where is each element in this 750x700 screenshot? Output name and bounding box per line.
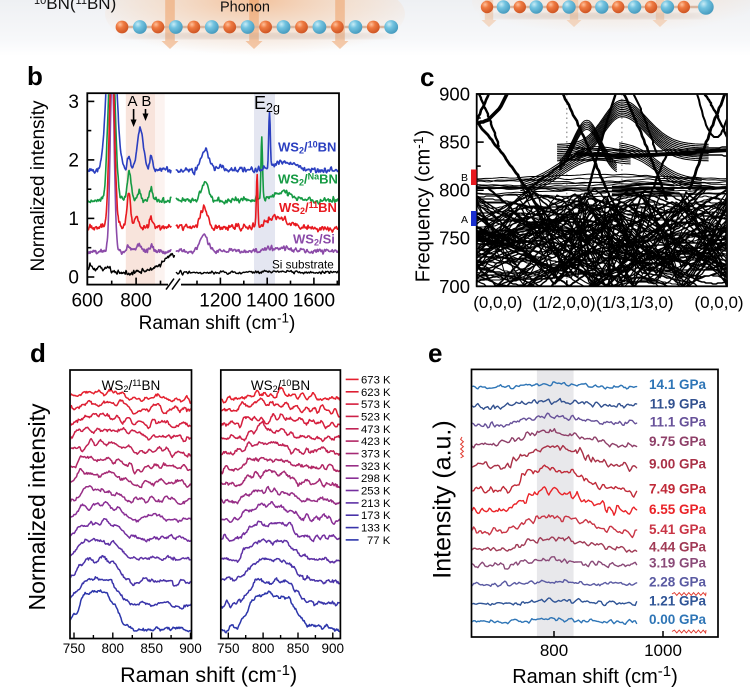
svg-text:Raman shift (cm-1): Raman shift (cm-1) [120, 662, 297, 687]
svg-text:14.1 GPa: 14.1 GPa [649, 377, 707, 392]
svg-text:(0,0,0): (0,0,0) [473, 293, 522, 312]
svg-text:Raman shift (cm-1): Raman shift (cm-1) [512, 663, 678, 688]
svg-text:0: 0 [68, 268, 79, 289]
svg-text:900: 900 [439, 84, 470, 105]
svg-text:900: 900 [179, 641, 202, 656]
svg-text:Phonon: Phonon [220, 0, 270, 16]
svg-text:2.28 GPa: 2.28 GPa [649, 575, 707, 590]
svg-text:d: d [30, 338, 46, 368]
svg-text:WS2/Si: WS2/Si [293, 232, 335, 248]
svg-text:750: 750 [439, 228, 470, 249]
svg-text:0.00 GPa: 0.00 GPa [649, 612, 707, 627]
svg-text:700: 700 [439, 276, 470, 297]
svg-text:B: B [141, 93, 151, 110]
svg-text:77 K: 77 K [367, 535, 391, 547]
svg-text:(1/2,0,0): (1/2,0,0) [532, 293, 595, 312]
svg-text:1.21 GPa: 1.21 GPa [649, 594, 707, 609]
svg-text:1600: 1600 [293, 291, 335, 312]
svg-text:4.44 GPa: 4.44 GPa [649, 540, 707, 555]
svg-text:623 K: 623 K [361, 387, 391, 399]
svg-text:Si substrate: Si substrate [272, 259, 334, 272]
svg-text:9.75 GPa: 9.75 GPa [649, 434, 707, 449]
svg-text:423 K: 423 K [361, 436, 391, 448]
svg-text:800: 800 [120, 291, 152, 312]
svg-text:253 K: 253 K [361, 486, 391, 498]
svg-text:WS2/11BN: WS2/11BN [102, 378, 161, 394]
svg-text:473 K: 473 K [361, 424, 391, 436]
svg-text:133 K: 133 K [361, 523, 391, 535]
svg-text:213 K: 213 K [361, 498, 391, 510]
svg-text:800: 800 [102, 641, 125, 656]
svg-text:850: 850 [287, 641, 310, 656]
svg-text:900: 900 [322, 641, 345, 656]
svg-text:9.00 GPa: 9.00 GPa [649, 456, 707, 471]
svg-text:1200: 1200 [199, 291, 241, 312]
svg-text:Intensity (a.u.): Intensity (a.u.) [429, 420, 457, 578]
svg-text:WS2/10BN: WS2/10BN [251, 378, 310, 394]
svg-text:523 K: 523 K [361, 411, 391, 423]
svg-text:WS2/10BN: WS2/10BN [278, 140, 336, 156]
svg-text:800: 800 [439, 180, 470, 201]
svg-text:Normalized intensity: Normalized intensity [24, 403, 50, 611]
svg-text:173 K: 173 K [361, 510, 391, 522]
svg-text:800: 800 [540, 641, 568, 660]
svg-text:e: e [428, 338, 442, 368]
svg-text:750: 750 [63, 641, 86, 656]
svg-text:2: 2 [68, 150, 79, 171]
svg-text:3.19 GPa: 3.19 GPa [649, 555, 707, 570]
svg-text:(0,0,0): (0,0,0) [694, 293, 743, 312]
svg-text:b: b [27, 61, 43, 91]
svg-text:1: 1 [68, 209, 79, 230]
svg-text:(1/3,1/3,0): (1/3,1/3,0) [596, 293, 674, 312]
svg-text:A: A [127, 93, 137, 110]
svg-text:11.1 GPa: 11.1 GPa [650, 414, 707, 429]
svg-text:5.41 GPa: 5.41 GPa [649, 522, 707, 537]
svg-text:B: B [461, 172, 468, 184]
svg-text:600: 600 [71, 291, 103, 312]
svg-text:WS2/11BN: WS2/11BN [279, 200, 337, 216]
svg-text:Normalized intensity: Normalized intensity [28, 100, 49, 272]
svg-text:373 K: 373 K [361, 449, 391, 461]
svg-text:323 K: 323 K [361, 461, 391, 473]
svg-text:11.9 GPa: 11.9 GPa [650, 397, 707, 412]
svg-text:1400: 1400 [246, 291, 288, 312]
svg-text:298 K: 298 K [361, 473, 391, 485]
svg-text:WS2/NaBN: WS2/NaBN [278, 172, 338, 188]
svg-text:1000: 1000 [644, 641, 682, 660]
svg-text:Frequency (cm-1): Frequency (cm-1) [410, 130, 435, 283]
svg-text:750: 750 [217, 641, 240, 656]
svg-text:3: 3 [68, 92, 79, 113]
svg-text:850: 850 [140, 641, 163, 656]
svg-text:10BN(11BN): 10BN(11BN) [34, 0, 116, 13]
svg-text:A: A [461, 214, 468, 226]
svg-text:573 K: 573 K [361, 399, 391, 411]
svg-text:800: 800 [252, 641, 275, 656]
svg-text:Raman shift (cm-1): Raman shift (cm-1) [139, 311, 296, 335]
svg-text:673 K: 673 K [361, 374, 391, 386]
svg-text:7.49 GPa: 7.49 GPa [649, 481, 707, 496]
svg-text:850: 850 [439, 132, 470, 153]
svg-text:c: c [420, 62, 434, 92]
svg-text:6.55 GPa: 6.55 GPa [649, 502, 707, 517]
